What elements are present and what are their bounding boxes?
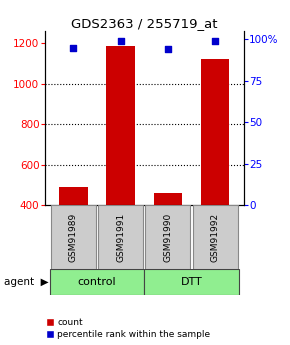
Text: control: control	[78, 277, 116, 287]
Bar	[106, 46, 135, 205]
Bar	[193, 205, 238, 269]
Bar	[59, 187, 88, 205]
Text: GSM91990: GSM91990	[164, 213, 173, 262]
Text: GSM91992: GSM91992	[211, 213, 220, 262]
Bar	[144, 269, 239, 295]
Bar	[154, 193, 182, 205]
Text: agent  ▶: agent ▶	[4, 277, 49, 287]
Legend: count, percentile rank within the sample: count, percentile rank within the sample	[47, 318, 211, 339]
Bar	[51, 205, 96, 269]
Point	[118, 38, 123, 44]
Title: GDS2363 / 255719_at: GDS2363 / 255719_at	[71, 17, 218, 30]
Text: GSM91989: GSM91989	[69, 213, 78, 262]
Bar	[201, 59, 229, 205]
Point	[213, 38, 218, 44]
Text: GSM91991: GSM91991	[116, 213, 125, 262]
Bar	[50, 269, 144, 295]
Bar	[146, 205, 191, 269]
Bar	[98, 205, 143, 269]
Text: DTT: DTT	[181, 277, 202, 287]
Point	[166, 47, 170, 52]
Point	[71, 45, 76, 50]
